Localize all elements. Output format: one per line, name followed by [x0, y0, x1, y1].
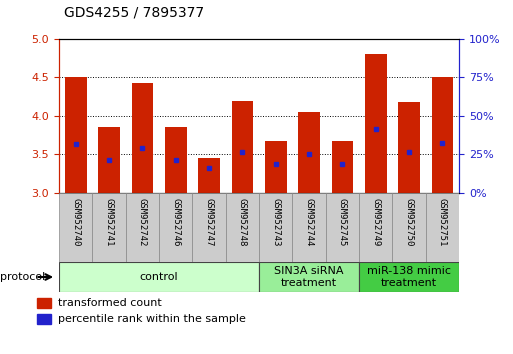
Text: GSM952750: GSM952750 — [405, 199, 413, 247]
Bar — [231, 101, 253, 193]
Bar — [265, 141, 287, 193]
Bar — [365, 55, 387, 193]
Bar — [331, 141, 353, 193]
Bar — [392, 193, 426, 262]
Bar — [92, 193, 126, 262]
Text: GSM952746: GSM952746 — [171, 199, 180, 247]
Text: GSM952747: GSM952747 — [205, 199, 213, 247]
Text: control: control — [140, 272, 179, 282]
Text: GSM952740: GSM952740 — [71, 199, 80, 247]
Bar — [359, 193, 392, 262]
Bar — [398, 102, 420, 193]
Bar — [192, 193, 226, 262]
Bar — [37, 298, 51, 308]
Bar — [298, 112, 320, 193]
Bar — [65, 78, 87, 193]
Text: GSM952741: GSM952741 — [105, 199, 113, 247]
Text: GSM952749: GSM952749 — [371, 199, 380, 247]
Bar — [59, 262, 259, 292]
Text: SIN3A siRNA
treatment: SIN3A siRNA treatment — [274, 266, 344, 288]
Text: GDS4255 / 7895377: GDS4255 / 7895377 — [64, 5, 204, 19]
Text: GSM952744: GSM952744 — [305, 199, 313, 247]
Bar — [131, 83, 153, 193]
Text: protocol: protocol — [0, 272, 45, 282]
Text: GSM952743: GSM952743 — [271, 199, 280, 247]
Bar — [259, 262, 359, 292]
Bar — [59, 193, 92, 262]
Bar — [226, 193, 259, 262]
Bar — [292, 193, 326, 262]
Text: miR-138 mimic
treatment: miR-138 mimic treatment — [367, 266, 451, 288]
Bar — [98, 127, 120, 193]
Bar — [426, 193, 459, 262]
Text: GSM952751: GSM952751 — [438, 199, 447, 247]
Text: transformed count: transformed count — [58, 298, 162, 308]
Bar — [326, 193, 359, 262]
Bar — [198, 158, 220, 193]
Bar — [359, 262, 459, 292]
Bar — [37, 314, 51, 324]
Bar — [259, 193, 292, 262]
Text: percentile rank within the sample: percentile rank within the sample — [58, 314, 246, 324]
Bar — [159, 193, 192, 262]
Bar — [165, 127, 187, 193]
Bar — [431, 78, 453, 193]
Text: GSM952742: GSM952742 — [138, 199, 147, 247]
Text: GSM952748: GSM952748 — [238, 199, 247, 247]
Text: GSM952745: GSM952745 — [338, 199, 347, 247]
Bar — [126, 193, 159, 262]
